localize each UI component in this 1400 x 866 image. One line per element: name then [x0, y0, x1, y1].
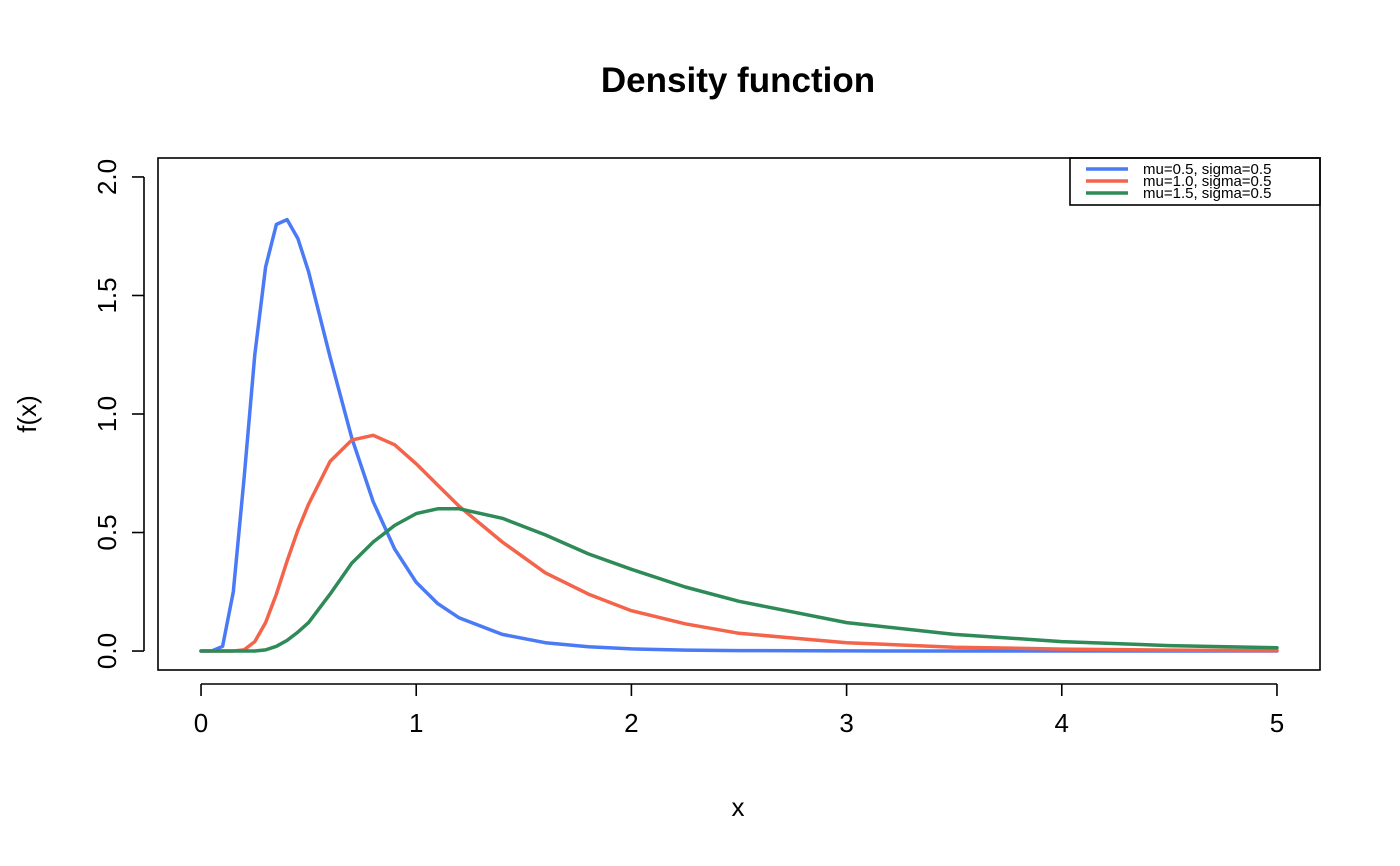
legend-box: [1069, 157, 1321, 206]
y-tick-label: 0.0: [92, 633, 122, 669]
series-group: [199, 217, 1279, 653]
x-tick-label: 5: [1270, 708, 1284, 738]
x-tick-label: 2: [624, 708, 638, 738]
legend-label: mu=0.5, sigma=0.5: [1143, 161, 1271, 178]
chart-title: Density function: [601, 61, 875, 100]
series-line-1: [199, 217, 1279, 653]
plot-frame: [157, 157, 1321, 671]
y-axis: 0.0 0.5 1.0 1.5 2.0: [92, 159, 145, 669]
x-tick-label: 1: [409, 708, 423, 738]
y-tick-label: 0.5: [92, 514, 122, 550]
x-axis: 0 1 2 3 4 5: [194, 683, 1284, 738]
y-axis-label: f(x): [12, 395, 42, 433]
x-axis-label: x: [732, 792, 745, 822]
x-tick-label: 0: [194, 708, 208, 738]
y-tick-label: 2.0: [92, 159, 122, 195]
series-line-2: [199, 433, 1279, 653]
legend-label: mu=1.0, sigma=0.5: [1143, 173, 1271, 190]
x-tick-label: 4: [1055, 708, 1069, 738]
legend-items: mu=0.5, sigma=0.5mu=1.0, sigma=0.5mu=1.5…: [1086, 161, 1271, 202]
y-tick-label: 1.5: [92, 277, 122, 313]
x-tick-label: 3: [839, 708, 853, 738]
y-tick-label: 1.0: [92, 396, 122, 432]
series-line-3: [199, 507, 1279, 653]
legend: mu=0.5, sigma=0.5mu=1.0, sigma=0.5mu=1.5…: [1069, 157, 1321, 206]
legend-label: mu=1.5, sigma=0.5: [1143, 185, 1271, 202]
